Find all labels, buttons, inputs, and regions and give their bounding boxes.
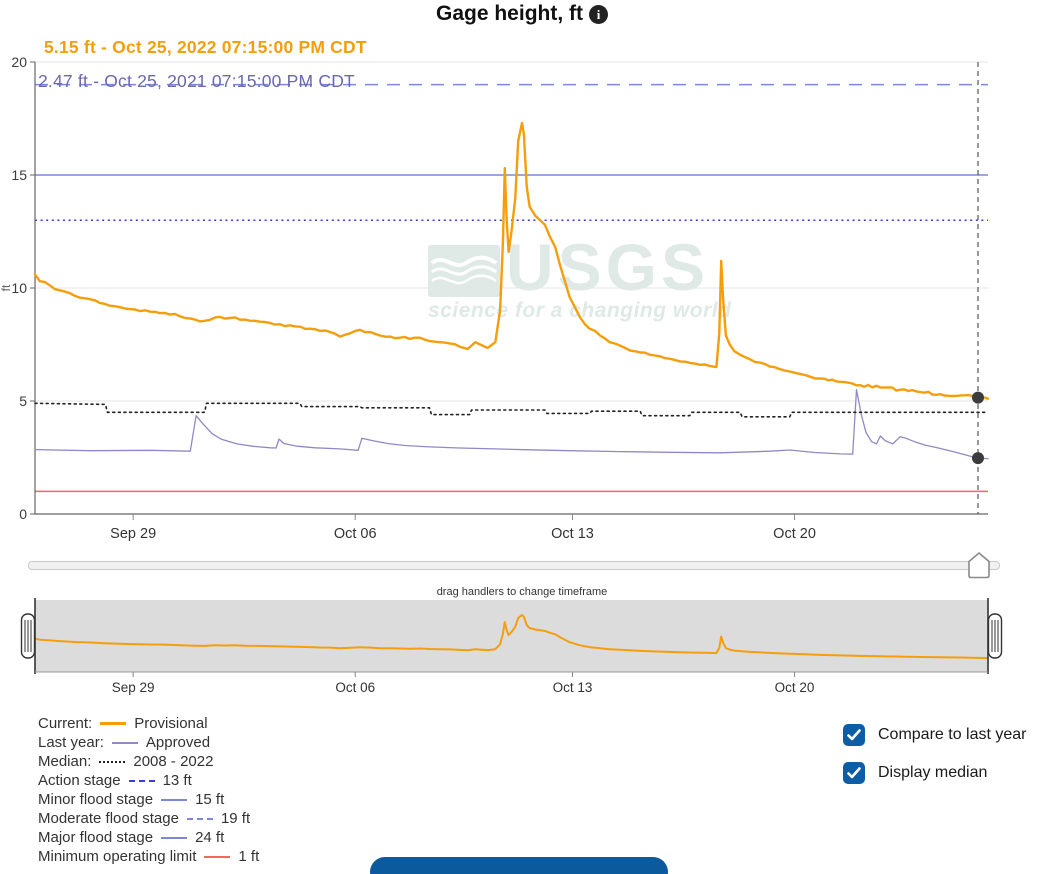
legend-line-sample <box>111 741 138 744</box>
brush-right-handle[interactable] <box>987 613 1003 659</box>
legend-row: Action stage 13 ft <box>38 771 259 790</box>
legend-row: Major flood stage 24 ft <box>38 828 259 847</box>
x-tick-label: Sep 29 <box>110 526 156 542</box>
usgs-logo-text: USGS <box>506 230 710 304</box>
checkbox-label[interactable]: Compare to last year <box>878 726 1027 743</box>
y-tick-label: 5 <box>19 393 27 409</box>
brush-x-tick-label: Sep 29 <box>112 680 155 695</box>
legend-line-sample <box>128 779 155 782</box>
legend-value: 19 ft <box>220 810 251 827</box>
usgs-tagline: science for a changing world <box>428 299 732 323</box>
usgs-watermark: USGS science for a changing world <box>428 230 732 323</box>
legend-row: Moderate flood stage 19 ft <box>38 809 259 828</box>
brush-current-line <box>34 614 989 659</box>
checkbox-display-median[interactable] <box>843 762 865 784</box>
current-value-readout: 5.15 ft - Oct 25, 2022 07:15:00 PM CDT <box>44 37 367 57</box>
y-tick-label: 20 <box>11 54 27 70</box>
checkbox-row[interactable]: Display median <box>843 762 1027 784</box>
info-icon[interactable]: i <box>589 4 608 24</box>
display-options: Compare to last year Display median <box>843 724 1027 800</box>
brush-selected-region[interactable] <box>35 600 988 672</box>
legend-line-sample <box>99 760 126 763</box>
legend-row: Minor flood stage 15 ft <box>38 790 259 809</box>
checkbox-row[interactable]: Compare to last year <box>843 724 1027 746</box>
legend-value: 2008 - 2022 <box>133 753 214 770</box>
legend-label: Action stage <box>38 772 121 789</box>
slider-hint-label: drag handlers to change timeframe <box>436 586 608 598</box>
last-year-line <box>34 389 989 460</box>
legend-label: Last year: <box>38 734 104 751</box>
brush-left-handle[interactable] <box>20 613 36 659</box>
chart-legend: Current: Provisional Last year: Approved Med… <box>38 714 259 866</box>
legend-value: Provisional <box>134 715 208 732</box>
x-tick-label: Oct 20 <box>773 526 816 542</box>
y-tick-label: 10 <box>11 280 27 296</box>
legend-line-sample <box>186 817 213 820</box>
y-tick-label: 0 <box>19 506 27 522</box>
legend-label: Median: <box>38 753 92 770</box>
legend-line-sample <box>204 855 231 858</box>
legend-row: Median: 2008 - 2022 <box>38 752 259 771</box>
legend-label: Moderate flood stage <box>38 810 179 827</box>
median-line <box>34 402 989 418</box>
usgs-wave-logo-icon <box>428 245 500 298</box>
brush-x-tick-label: Oct 13 <box>553 680 593 695</box>
page-title: Gage height, ft <box>436 2 583 25</box>
legend-label: Major flood stage <box>38 829 154 846</box>
checkbox-compare-to-last-year[interactable] <box>843 724 865 746</box>
check-icon <box>847 729 861 741</box>
chart-title-row: Gage height, ft i <box>0 2 1044 26</box>
checkbox-label[interactable]: Display median <box>878 764 988 781</box>
y-axis-label: ft <box>0 284 13 291</box>
legend-row: Last year: Approved <box>38 733 259 752</box>
main-hydrograph-chart[interactable]: 0 5 10 15 20 ft Sep 29 Oct 06 Oct 13 Oct 20 <box>0 30 1044 545</box>
legend-label: Current: <box>38 715 93 732</box>
brush-x-tick-label: Oct 20 <box>775 680 815 695</box>
legend-line-sample <box>161 836 188 839</box>
legend-value: 1 ft <box>238 848 260 865</box>
legend-label: Minimum operating limit <box>38 848 197 865</box>
legend-value: 15 ft <box>195 791 225 808</box>
brush-x-tick-label: Oct 06 <box>335 680 375 695</box>
legend-line-sample <box>100 722 127 725</box>
legend-line-sample <box>161 798 188 801</box>
current-year-line <box>33 121 990 400</box>
y-tick-label: 15 <box>11 167 27 183</box>
timeframe-slider-track[interactable] <box>28 561 1000 570</box>
cursor-marker <box>971 452 984 465</box>
cursor-marker <box>971 391 984 404</box>
legend-label: Minor flood stage <box>38 791 154 808</box>
legend-value: Approved <box>145 734 211 751</box>
legend-row: Current: Provisional <box>38 714 259 733</box>
x-tick-label: Oct 13 <box>551 526 594 542</box>
check-icon <box>847 767 861 779</box>
legend-row: Minimum operating limit 1 ft <box>38 847 259 866</box>
timeframe-slider-handle[interactable] <box>967 551 991 580</box>
legend-value: 24 ft <box>195 829 225 846</box>
lastyear-value-readout: 2.47 ft - Oct 25, 2021 07:15:00 PM CDT <box>38 71 355 91</box>
legend-value: 13 ft <box>162 772 192 789</box>
brush-overview-chart[interactable]: Sep 29 Oct 06 Oct 13 Oct 20 <box>0 595 1044 695</box>
bottom-action-button[interactable] <box>370 857 668 874</box>
x-tick-label: Oct 06 <box>334 526 377 542</box>
